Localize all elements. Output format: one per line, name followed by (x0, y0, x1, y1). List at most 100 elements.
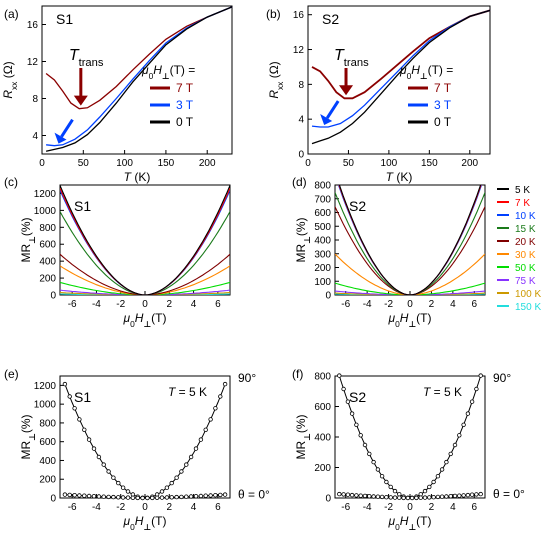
x-tick-label: 100 (381, 158, 398, 169)
y-tick-label: 8 (298, 80, 304, 91)
data-point (405, 495, 411, 501)
data-point (101, 462, 106, 467)
x-tick-label: -2 (116, 502, 125, 513)
series-line-30k (60, 265, 230, 295)
data-point (435, 474, 441, 479)
data-point (418, 495, 423, 500)
data-point (82, 493, 87, 498)
data-point (392, 495, 398, 500)
legend-entry: 0 T (434, 115, 452, 129)
x-tick-label: 0 (142, 502, 148, 513)
data-point (337, 373, 342, 378)
data-point (184, 462, 189, 467)
series-line-75k (335, 290, 485, 295)
series-line-7t (45, 6, 233, 110)
x-tick-label: 6 (472, 502, 478, 513)
plot-frame (307, 5, 491, 155)
data-point (174, 494, 179, 500)
minimum-arrow-shaft (60, 118, 74, 138)
x-axis-label: μ0H⊥(T) (123, 514, 167, 532)
x-tick-label: 50 (343, 158, 355, 169)
legend-entry: 75 K (515, 276, 536, 287)
y-tick-label: 1000 (34, 206, 57, 217)
x-tick-label: 150 (158, 158, 175, 169)
data-point (179, 469, 184, 474)
y-tick-label: 600 (314, 208, 331, 219)
temperature-legend: 5 K 7 K 10 K 15 K 20 K 30 K 50 K 75 K 100 K 150 K (497, 185, 541, 313)
y-axis-label-group: MR⊥(%) (19, 218, 37, 263)
data-point (478, 491, 483, 497)
panel-e: -6 -4 -2 0 2 4 6 0 200 400 600 800 1000 1200 μ0H⊥(T) MR… (4, 367, 270, 532)
data-point (145, 495, 150, 501)
series-line-3t (311, 9, 491, 128)
series-line-15k (335, 192, 485, 295)
data-point (362, 493, 368, 499)
x-tick-label: 4 (450, 299, 456, 310)
series-line (64, 494, 226, 499)
data-point (91, 494, 97, 499)
panel-d: -6 -4 -2 0 2 4 6 0 100 200 300 400 500 600 700 800 μ0H⊥(… (292, 175, 486, 329)
data-point (439, 494, 445, 499)
data-point (169, 495, 174, 500)
data-point (358, 433, 363, 438)
data-point (218, 394, 223, 399)
angle-label: 90° (493, 371, 511, 385)
y-tick-label: 12 (293, 45, 305, 56)
data-point (349, 411, 355, 416)
data-point (203, 493, 208, 498)
x-tick-label: -4 (363, 502, 372, 513)
x-tick-label: 200 (199, 158, 216, 169)
data-point (341, 492, 346, 497)
x-axis-label: μ0H⊥(T) (388, 311, 432, 329)
data-point (193, 446, 199, 451)
angle-label: 90° (238, 371, 256, 385)
data-point (384, 495, 389, 500)
sample-label: S2 (349, 389, 366, 405)
legend-entry: 7 T (176, 81, 194, 95)
x-tick-label: 0 (39, 158, 45, 169)
panel-label: (f) (292, 367, 303, 381)
legend-entry: 3 T (434, 98, 452, 112)
data-point (62, 492, 68, 497)
data-point (208, 417, 213, 422)
data-point (184, 494, 189, 499)
data-point (439, 467, 445, 472)
y-tick-label: 12 (27, 57, 39, 68)
y-axis-label: MR⊥(%) (19, 218, 37, 263)
data-point (392, 488, 398, 494)
data-point (72, 406, 77, 411)
y-tick-label: 800 (314, 372, 331, 383)
data-point (337, 491, 342, 497)
data-point (345, 399, 351, 404)
panel-label: (c) (4, 175, 18, 189)
data-point (179, 494, 184, 500)
data-point (125, 489, 131, 494)
y-axis-label: Rxx (Ω) (267, 61, 285, 98)
sample-label: S1 (74, 198, 91, 214)
data-point (435, 494, 441, 500)
legend-entry: 5 K (515, 185, 530, 196)
data-point (174, 475, 179, 480)
series-line-0t (311, 9, 491, 145)
data-point (341, 386, 346, 392)
data-point (349, 492, 355, 498)
data-point (188, 454, 194, 460)
data-point (67, 394, 72, 399)
series-line-20k (335, 206, 485, 295)
data-point (91, 446, 97, 451)
x-tick-label: 0 (142, 299, 148, 310)
data-point (120, 495, 126, 500)
data-point (82, 427, 87, 432)
legend-entry: 0 T (176, 115, 194, 129)
y-tick-label: 0 (50, 291, 56, 302)
y-tick-label: 4 (32, 131, 38, 142)
legend-entry: 7 K (515, 198, 530, 209)
data-point (448, 494, 453, 499)
series-line-50k (335, 282, 485, 295)
data-point (159, 495, 165, 500)
x-tick-label: -4 (92, 299, 101, 310)
minimum-arrow-head (54, 132, 67, 144)
series-line-10k (337, 185, 483, 295)
x-tick-label: -4 (363, 299, 372, 310)
y-tick-label: 1200 (34, 189, 57, 200)
